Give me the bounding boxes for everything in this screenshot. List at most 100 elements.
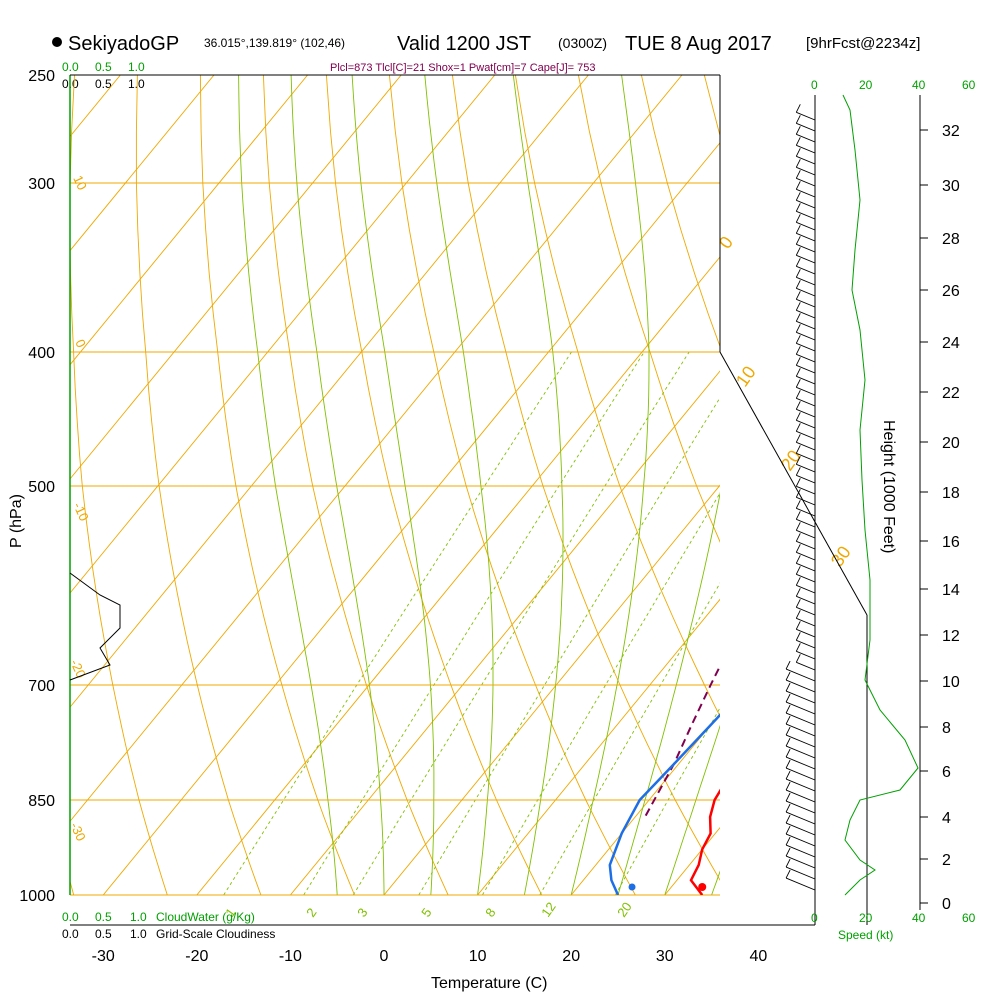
height-tick-label: 14 (942, 582, 960, 599)
wind-barb-flag (785, 836, 791, 846)
isotherm-line (70, 75, 496, 594)
wind-barb-flag (785, 847, 791, 857)
dry-adiabat-line (135, 75, 262, 895)
wind-barb (785, 778, 816, 792)
height-tick-label: 28 (942, 231, 960, 248)
wind-barb-flag (795, 390, 801, 399)
wind-barb-flag (795, 269, 801, 278)
wind-barb (796, 485, 816, 495)
station-dot-icon (52, 37, 62, 47)
wind-barb (785, 877, 816, 891)
wind-barb (796, 287, 816, 297)
wind-barb (785, 789, 816, 803)
wind-barb-flag (795, 401, 801, 410)
temperature-tick-label: 40 (750, 948, 768, 965)
mixing-ratio-line (352, 351, 690, 895)
height-tick-label: 30 (942, 178, 960, 195)
cloud-scale-bottom-black-1: 0.5 (95, 927, 112, 941)
temperature-tick-label: -20 (185, 948, 208, 965)
moist-adiabat-line (238, 75, 338, 895)
wind-barb-flag (795, 313, 801, 322)
cloud-scale-top-green-0: 0.0 (62, 60, 79, 74)
wind-barb-flag (795, 225, 801, 234)
moist-adiabat-line (570, 75, 650, 895)
cloudiness-label: Grid-Scale Cloudiness (156, 927, 275, 941)
wind-barb-flag (795, 137, 801, 146)
wind-barb-flag (785, 660, 791, 670)
wind-barb-flag (795, 610, 801, 619)
height-tick-label: 4 (942, 810, 951, 827)
sounding-series (608, 663, 720, 895)
wind-barb (796, 661, 816, 671)
moist-adiabat-line (512, 75, 564, 895)
mixing-ratio-line (615, 707, 720, 895)
pressure-tick-label: 500 (28, 479, 55, 496)
wind-barb-flag (795, 346, 801, 355)
cloud-scale-bottom-green-2: 1.0 (130, 910, 147, 924)
mixing-ratio-label: 8 (482, 905, 498, 920)
wind-barb-flag (795, 434, 801, 443)
moist-adiabat-line (664, 724, 720, 895)
moist-adiabat-line (351, 75, 435, 895)
wind-barb-flag (795, 247, 801, 256)
wind-barb-flag (795, 577, 801, 586)
wind-barb (796, 650, 816, 660)
mixing-ratio-line (482, 492, 720, 895)
wind-barb (785, 767, 816, 781)
wind-barb (785, 833, 816, 847)
x-axis-label: Temperature (C) (431, 975, 547, 992)
wind-barb (796, 540, 816, 550)
wind-barb (796, 606, 816, 616)
isotherm-label: 10 (732, 362, 760, 390)
wind-barb (785, 734, 816, 748)
wind-barb (796, 628, 816, 638)
cloud-scale-top-black-2: 1.0 (128, 77, 145, 91)
height-tick-label: 0 (942, 896, 951, 913)
isotherm-line (70, 75, 308, 366)
cloud-scale-bottom-black-0: 0.0 (62, 927, 79, 941)
dry-adiabat-line (830, 75, 1000, 924)
wind-barb (796, 562, 816, 572)
wind-barb-flag (785, 671, 791, 681)
wind-barb-flag (795, 214, 801, 223)
wind-barb-flag (795, 555, 801, 564)
wind-barb-flag (795, 522, 801, 531)
wind-barb-flag (795, 159, 801, 168)
wind-barb-flag (795, 511, 801, 520)
wind-barb-flag (795, 170, 801, 179)
wind-barb (796, 441, 816, 451)
isotherm-line (102, 142, 720, 895)
dry-adiabat-line (577, 75, 720, 543)
isotherm-label: -30 (67, 820, 89, 843)
station-coords: 36.015°,139.819° (102,46) (204, 36, 345, 50)
forecast-info: [9hrFcst@2234z] (806, 35, 920, 52)
isotherm-line (70, 75, 589, 708)
wind-barb-flag (795, 456, 801, 465)
wind-barb (796, 309, 816, 319)
height-tick-label: 16 (942, 534, 960, 551)
wind-barb-flag (795, 489, 801, 498)
dry-adiabat-line (451, 75, 720, 881)
wind-barb-flag (795, 445, 801, 454)
mixing-ratio-label: 12 (538, 899, 559, 919)
wind-barb-flag (785, 693, 791, 703)
pressure-tick-label: 300 (28, 176, 55, 193)
mixing-ratio-line (303, 351, 645, 895)
isotherm-label: 0 (72, 337, 89, 350)
wind-barb (796, 474, 816, 484)
speed-scale-top-black-0: 0 (811, 78, 818, 92)
wind-barb (796, 518, 816, 528)
height-tick-label: 10 (942, 674, 960, 691)
height-tick-label: 24 (942, 335, 960, 352)
pressure-tick-label: 400 (28, 345, 55, 362)
wind-barb (796, 639, 816, 649)
wind-barb (796, 111, 816, 121)
height-tick-label: 20 (942, 435, 960, 452)
wind-barb (796, 419, 816, 429)
wind-barb (796, 529, 816, 539)
wind-barb (796, 177, 816, 187)
isotherm-line (290, 370, 720, 895)
wind-barb (796, 221, 816, 231)
cloud-profile (69, 572, 121, 681)
